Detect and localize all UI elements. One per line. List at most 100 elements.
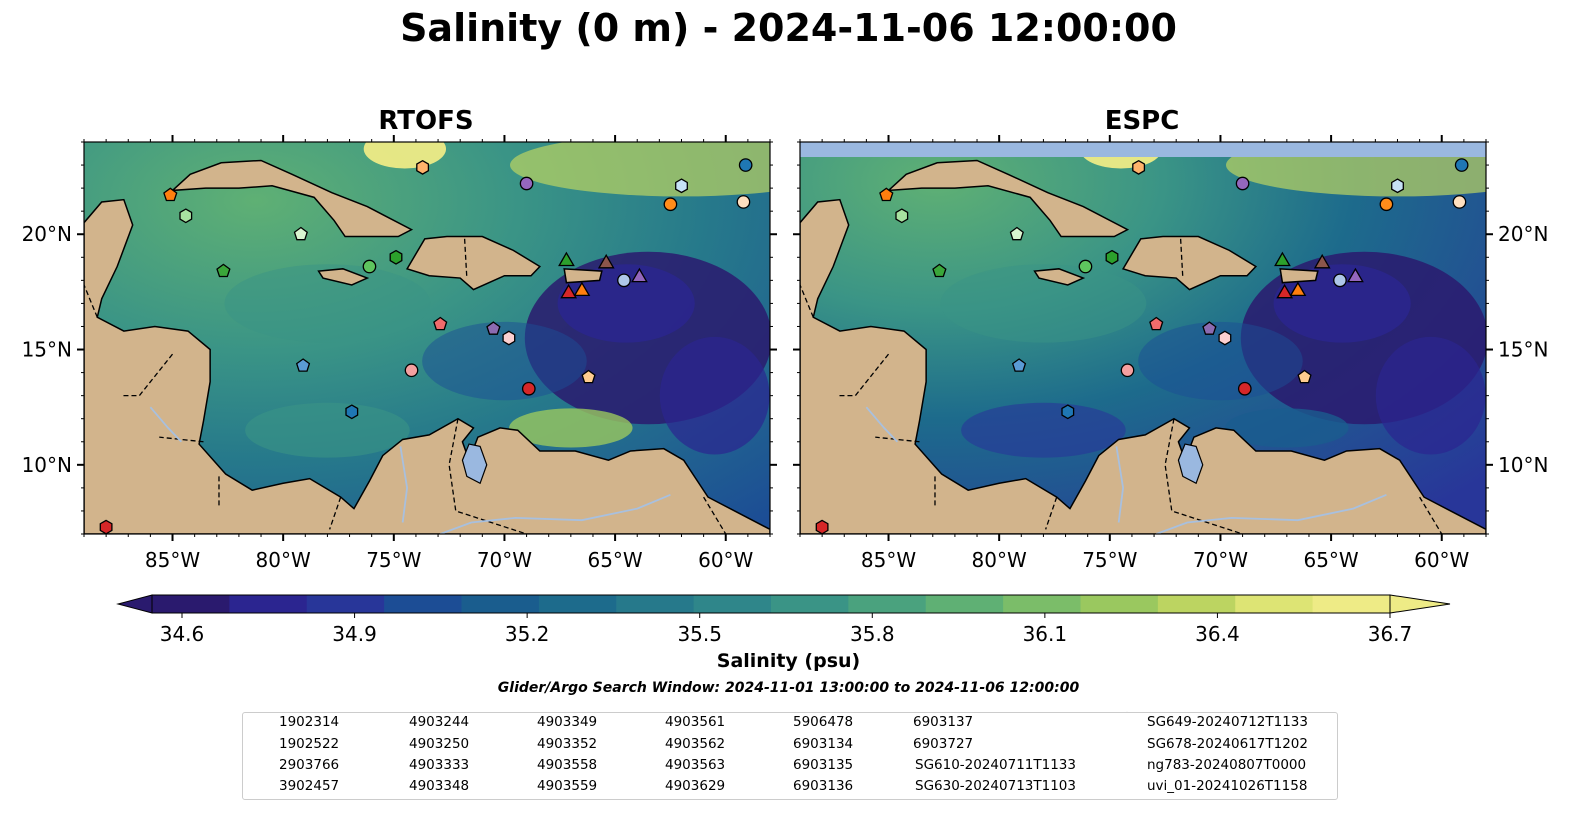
legend-label: SG610-20240711T1133 xyxy=(915,757,1076,773)
legend-label: 4903561 xyxy=(665,714,726,730)
salinity-anomaly xyxy=(1138,321,1303,401)
rtofs-map-panel: 85°W 80°W 75°W 70°W 65°W 60°W 20°N 15°N 10°N xyxy=(22,135,777,572)
obs-3902457 xyxy=(617,273,631,288)
cuba xyxy=(886,159,1130,238)
obs-SG678-20240617T1202 xyxy=(1276,283,1294,299)
lon-tick-label: 70°W xyxy=(1193,548,1248,572)
colorbar-segment xyxy=(152,595,230,613)
lon-tick-label: 80°W xyxy=(972,548,1027,572)
obs-ng783-20240807T0000 xyxy=(1347,267,1364,283)
legend-label: 4903349 xyxy=(537,714,598,730)
country-border xyxy=(463,238,468,279)
obs-1902314 xyxy=(738,158,753,172)
legend-label: ng783-20240807T0000 xyxy=(1147,757,1307,773)
obs-4903563 xyxy=(293,226,308,241)
obs-6903136 xyxy=(502,330,516,346)
cuba xyxy=(170,159,414,238)
salinity-anomaly xyxy=(557,264,695,343)
river xyxy=(865,406,899,443)
legend-label: 4903558 xyxy=(537,757,598,773)
colorbar-segment xyxy=(616,595,695,613)
lon-tick-label: 75°W xyxy=(1082,548,1137,572)
country-border xyxy=(1045,496,1058,530)
country-border xyxy=(1419,496,1443,534)
river xyxy=(399,446,408,523)
legend-label: uvi_01-20241026T1158 xyxy=(1147,778,1308,794)
river xyxy=(1115,446,1124,523)
obs-4903629 xyxy=(1237,381,1252,396)
salinity-anomaly xyxy=(363,142,447,169)
river xyxy=(149,406,183,443)
obs-4903250 xyxy=(163,187,178,202)
obs-4903558 xyxy=(389,249,403,265)
obs-4903561 xyxy=(1078,259,1093,274)
colorbar-segment xyxy=(538,595,617,613)
legend-label: 6903137 xyxy=(913,714,974,730)
lat-tick-label: 15°N xyxy=(1498,338,1548,362)
jamaica xyxy=(317,268,370,286)
legend-label: 4903563 xyxy=(665,757,726,773)
hispaniola xyxy=(1121,235,1258,291)
legend-label: SG630-20240713T1103 xyxy=(915,778,1076,794)
obs-4903250 xyxy=(879,187,894,202)
obs-6903136 xyxy=(1218,330,1232,346)
legend-label: 4903562 xyxy=(665,736,726,752)
lat-tick-label: 10°N xyxy=(1498,453,1548,477)
obs-5906478 xyxy=(99,519,113,534)
lake-maracaibo xyxy=(1177,443,1204,485)
no-data-band xyxy=(800,142,1486,157)
obs-4903244 xyxy=(1391,178,1404,194)
obs-4903244 xyxy=(675,178,688,194)
legend: 1902314 1902522 2903766 3902457 4903244 49032… xyxy=(242,712,1338,800)
obs-5906478 xyxy=(815,519,829,534)
obs-6903134 xyxy=(1149,316,1164,331)
river xyxy=(1155,493,1387,534)
legend-label: SG649-20240712T1133 xyxy=(1147,714,1308,730)
colorbar-tick-label: 36.4 xyxy=(1195,622,1240,646)
lat-tick-label: 10°N xyxy=(22,453,72,477)
salinity-anomaly xyxy=(510,142,770,197)
obs-4903559 xyxy=(216,263,231,278)
map-frame xyxy=(83,141,771,535)
obs-4903333 xyxy=(663,197,678,212)
river xyxy=(439,493,671,534)
obs-SG678-20240617T1202 xyxy=(560,283,578,299)
country-border xyxy=(703,496,727,534)
colorbar-segment xyxy=(848,595,927,613)
colorbar-segment xyxy=(1312,595,1391,613)
lat-tick-label: 20°N xyxy=(1498,222,1548,246)
legend-label: 4903333 xyxy=(409,757,470,773)
obs-6903134 xyxy=(433,316,448,331)
colorbar-segment xyxy=(229,595,308,613)
obs-SG630-20240713T1103 xyxy=(573,281,591,297)
lon-tick-label: 75°W xyxy=(366,548,421,572)
colorbar-segment xyxy=(925,595,1004,613)
salinity-colorbar xyxy=(116,594,1451,618)
obs-uvi_01-20241026T1158 xyxy=(597,253,615,269)
obs-4903352 xyxy=(1452,195,1467,209)
lon-tick-label: 60°W xyxy=(698,548,753,572)
colorbar-segment xyxy=(384,595,462,613)
obs-6903727 xyxy=(519,176,534,191)
obs-6903137 xyxy=(1202,321,1217,335)
obs-4903559 xyxy=(932,263,947,278)
obs-4903348 xyxy=(1132,159,1146,175)
salinity-anomaly xyxy=(1225,408,1349,448)
map-frame xyxy=(799,141,1487,535)
obs-6903137 xyxy=(486,321,501,335)
legend-label: 2903766 xyxy=(279,757,340,773)
figure-title: Salinity (0 m) - 2024-11-06 12:00:00 xyxy=(400,6,1177,50)
colorbar-segment xyxy=(771,595,849,613)
colorbar-extend-max xyxy=(1389,594,1451,614)
obs-4903349 xyxy=(1297,369,1312,384)
country-border xyxy=(84,284,98,318)
obs-4903352 xyxy=(736,195,751,209)
colorbar-tick-label: 35.8 xyxy=(850,622,895,646)
country-border xyxy=(121,353,174,397)
legend-label: 4903348 xyxy=(409,778,470,794)
obs-4903562 xyxy=(895,208,909,224)
obs-4903563 xyxy=(1009,226,1024,241)
obs-4903562 xyxy=(179,208,193,224)
legend-label: SG678-20240617T1202 xyxy=(1147,736,1308,752)
